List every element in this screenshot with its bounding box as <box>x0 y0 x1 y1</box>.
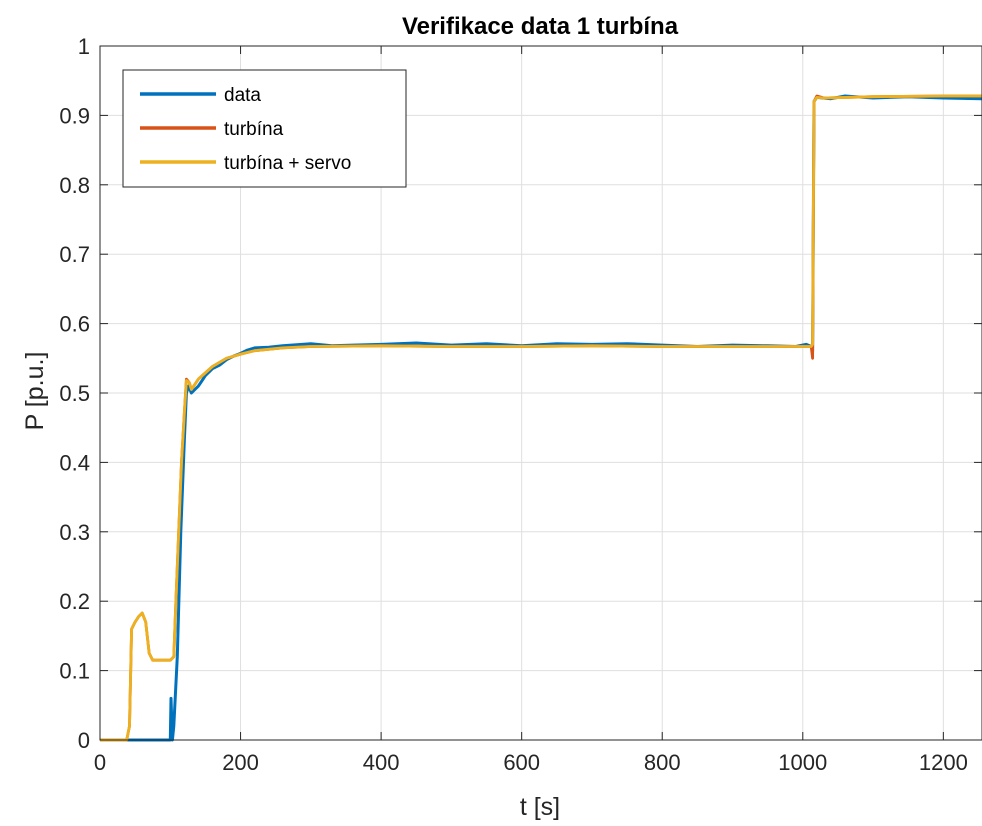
x-tick-label: 600 <box>503 750 540 775</box>
legend-label: turbína <box>224 119 284 140</box>
y-tick-label: 0.4 <box>59 450 90 475</box>
y-tick-label: 0.5 <box>59 381 90 406</box>
y-tick-label: 0.1 <box>59 659 90 684</box>
axis-ticks: 0 200 400 600 800 1000 1200 0 0.1 0.2 0.3 0.4 0.5 0.6… <box>59 34 982 775</box>
y-tick-label: 0.9 <box>59 103 90 128</box>
series-line-2 <box>100 94 982 742</box>
legend-label: turbína + servo <box>224 153 351 174</box>
chart-title: Verifikace data 1 turbína <box>402 13 679 40</box>
x-tick-label: 400 <box>363 750 400 775</box>
y-tick-label: 0.2 <box>59 589 90 614</box>
x-axis-label: t [s] <box>520 793 560 821</box>
series-lines <box>100 94 982 742</box>
y-tick-label: 0.6 <box>59 312 90 337</box>
x-tick-label: 1200 <box>919 750 968 775</box>
legend-label: data <box>224 85 261 106</box>
y-tick-label: 0.3 <box>59 520 90 545</box>
x-tick-label: 0 <box>94 750 106 775</box>
series-line-1 <box>100 94 982 742</box>
y-tick-label: 0 <box>78 728 90 753</box>
y-tick-label: 1 <box>78 34 90 59</box>
x-tick-label: 1000 <box>778 750 827 775</box>
x-tick-label: 800 <box>644 750 681 775</box>
x-tick-label: 200 <box>222 750 259 775</box>
y-tick-label: 0.7 <box>59 242 90 267</box>
series-line-0 <box>100 94 982 742</box>
y-tick-label: 0.8 <box>59 173 90 198</box>
y-axis-label: P [p.u.] <box>21 352 49 431</box>
legend: data turbína turbína + servo <box>122 69 407 188</box>
